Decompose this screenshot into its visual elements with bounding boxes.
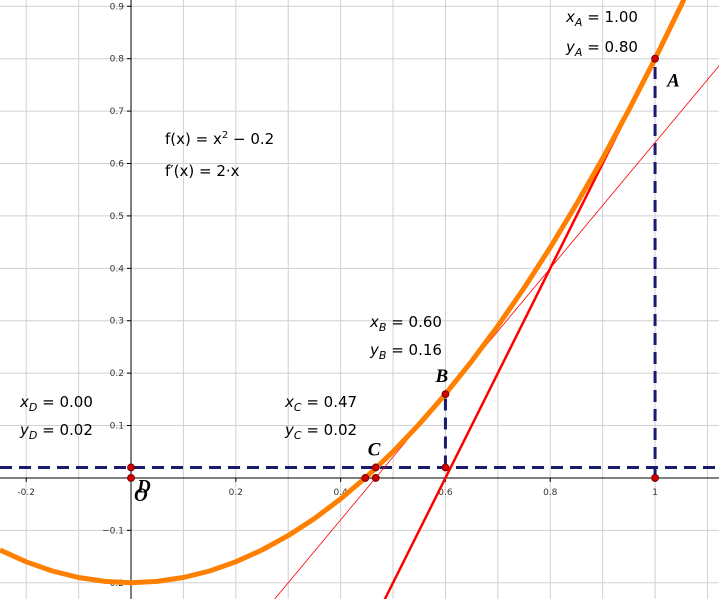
- annotation-var: x: [369, 313, 379, 331]
- formula: f′(x) = 2·x: [165, 162, 240, 180]
- annotation-var: x: [19, 393, 29, 411]
- annotation-value: = 0.47: [302, 393, 358, 411]
- origin-label: O: [134, 485, 148, 506]
- x-tick-label: 0.4: [333, 488, 348, 498]
- y-tick-label: 0.9: [110, 2, 125, 12]
- annotation-sub: C: [294, 401, 302, 414]
- annotation-sub: C: [294, 429, 302, 442]
- annotation: xD = 0.00: [19, 393, 93, 414]
- y-tick-label: −0.1: [102, 526, 124, 536]
- y-tick-label: 0.2: [110, 369, 124, 379]
- point: [651, 54, 659, 63]
- x-tick-label: 0.6: [438, 488, 453, 498]
- formula: f(x) = x2 − 0.2: [165, 130, 274, 148]
- annotation-value: = 0.80: [582, 38, 638, 56]
- point: [127, 474, 135, 482]
- annotation-value: = 0.02: [302, 421, 358, 439]
- formula-rest: − 0.2: [228, 130, 274, 148]
- annotation-var: x: [565, 8, 575, 26]
- y-tick-label: 0.5: [110, 212, 124, 222]
- annotation: yB = 0.16: [369, 341, 442, 362]
- annotation: yC = 0.02: [284, 421, 357, 442]
- annotation-sub: A: [574, 16, 583, 29]
- point: [371, 463, 380, 472]
- annotation-sub: D: [29, 429, 37, 442]
- annotation-var: y: [284, 421, 295, 439]
- annotation: xC = 0.47: [284, 393, 357, 414]
- annotation-var: y: [19, 421, 30, 439]
- annotation-var: y: [565, 38, 576, 56]
- point: [127, 463, 135, 472]
- annotation-value: = 0.02: [37, 421, 93, 439]
- function-curve: [0, 0, 687, 586]
- formula-sup: 2: [222, 130, 228, 141]
- point: [441, 390, 450, 398]
- formula-text: f(x) = x: [165, 130, 222, 148]
- y-tick-label: 0.7: [110, 107, 124, 117]
- y-tick-label: 0.4: [110, 264, 125, 274]
- point-label: B: [434, 366, 448, 387]
- x-tick-label: 0.2: [229, 488, 243, 498]
- tangent-line: [274, 65, 719, 599]
- x-tick-label: 1: [652, 488, 658, 498]
- annotation: xB = 0.60: [369, 313, 442, 334]
- annotation-value: = 0.00: [37, 393, 93, 411]
- annotation-sub: A: [574, 46, 583, 59]
- y-tick-label: 0.1: [110, 422, 124, 432]
- annotation: yD = 0.02: [19, 421, 93, 442]
- annotation-sub: B: [379, 349, 387, 362]
- point-label: C: [368, 439, 381, 460]
- annotation: yA = 0.80: [565, 38, 638, 59]
- annotation-var: y: [369, 341, 380, 359]
- annotation-var: x: [284, 393, 294, 411]
- annotation-sub: D: [29, 401, 37, 414]
- annotation-sub: B: [379, 321, 387, 334]
- point-label: A: [666, 71, 680, 92]
- x-tick-label: 0.8: [543, 488, 558, 498]
- point: [371, 474, 380, 482]
- annotation-value: = 0.60: [386, 313, 442, 331]
- point: [651, 474, 659, 482]
- point-label: D: [136, 476, 151, 497]
- point: [361, 474, 370, 482]
- y-tick-label: 0.8: [110, 55, 125, 65]
- annotation-value: = 0.16: [386, 341, 442, 359]
- point: [441, 463, 450, 472]
- x-tick-label: -0.2: [17, 488, 35, 498]
- annotation-value: = 1.00: [582, 8, 638, 26]
- y-tick-label: 0.3: [110, 317, 124, 327]
- annotation: xA = 1.00: [565, 8, 638, 29]
- formula-text: f′(x) = 2·x: [165, 162, 240, 180]
- y-tick-label: 0.6: [110, 160, 125, 170]
